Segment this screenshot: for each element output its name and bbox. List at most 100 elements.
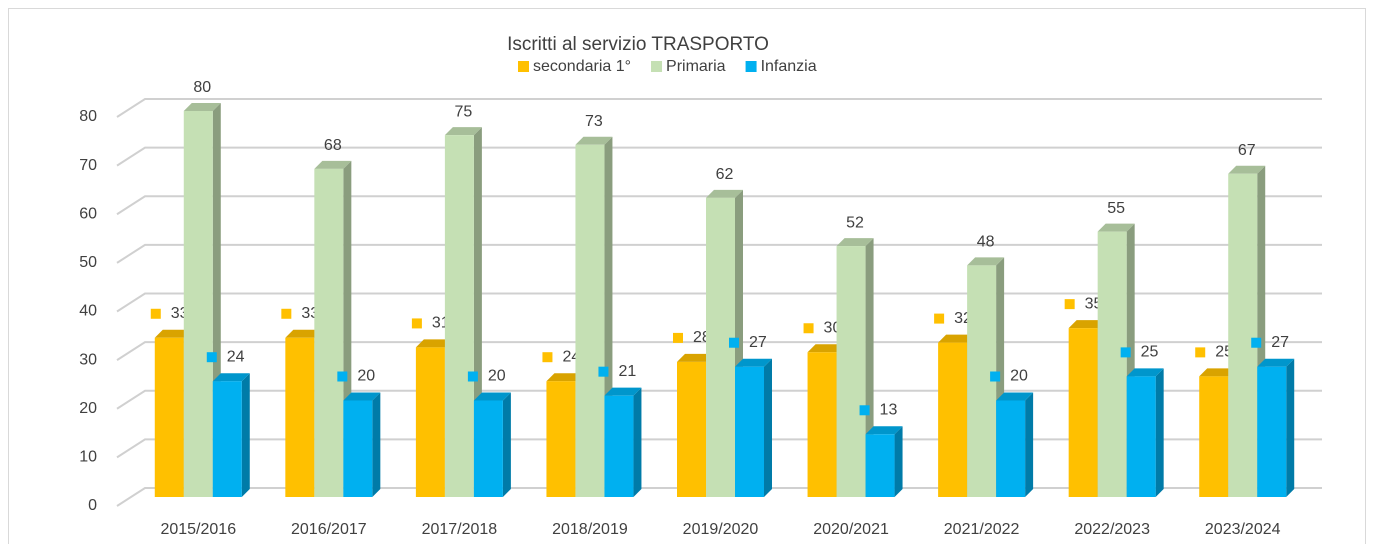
x-tick-label: 2016/2017 [291, 521, 367, 538]
bar-top [343, 392, 381, 401]
bar-top [967, 257, 1005, 266]
bar-side [502, 392, 511, 497]
bar [938, 342, 968, 497]
bar-top [546, 373, 584, 382]
bar-top [735, 358, 772, 367]
data-label: 24 [227, 348, 245, 365]
bar [735, 366, 764, 497]
x-tick-label: 2020/2021 [813, 521, 889, 538]
grid-line [116, 389, 1322, 410]
x-tick-label: 2018/2019 [552, 521, 628, 538]
bar [1126, 376, 1156, 497]
bar [1068, 328, 1098, 497]
bar [444, 135, 474, 497]
data-label: 75 [454, 103, 472, 120]
grid-line [116, 487, 1322, 507]
bar-side [372, 392, 381, 497]
data-label-marker [206, 352, 217, 363]
chart-title: Iscritti al servizio TRASPORTO [507, 34, 769, 55]
bar-top [212, 373, 250, 382]
data-label-marker [859, 405, 870, 416]
data-label-marker [337, 371, 348, 382]
bar-top [807, 344, 845, 353]
bar [807, 352, 837, 497]
y-tick-label: 10 [79, 449, 97, 466]
bar-top [154, 329, 192, 338]
data-label-marker [411, 318, 422, 329]
data-label: 27 [749, 334, 767, 351]
bar-side [1155, 368, 1164, 497]
data-label-marker [467, 371, 478, 382]
data-label: 67 [1238, 142, 1256, 159]
data-label-marker [542, 352, 553, 363]
data-label: 62 [716, 166, 734, 183]
y-tick-label: 40 [79, 303, 97, 320]
data-label-marker [803, 323, 814, 334]
bar [473, 400, 503, 497]
data-label: 27 [1271, 334, 1289, 351]
x-tick-label: 2021/2022 [944, 521, 1020, 538]
bar-top [314, 160, 352, 169]
data-label: 20 [357, 368, 375, 385]
y-tick-label: 0 [88, 497, 97, 514]
bar-top [706, 189, 743, 198]
bar [677, 361, 706, 497]
y-tick-label: 50 [79, 254, 97, 271]
legend-swatch [745, 61, 757, 72]
bar-side [241, 373, 250, 497]
bar [1097, 231, 1127, 497]
bar [996, 400, 1026, 497]
bar-top [604, 387, 642, 396]
bar-side [633, 387, 642, 497]
bar-top [836, 238, 874, 247]
legend-swatch [518, 61, 529, 72]
bar-top [1097, 223, 1135, 232]
bar [604, 395, 634, 497]
data-label-marker [673, 332, 683, 343]
bar [183, 111, 213, 497]
grid-line [116, 292, 1322, 313]
data-label-marker [1251, 337, 1262, 348]
x-tick-label: 2019/2020 [683, 521, 759, 538]
data-label-marker [729, 337, 739, 348]
grid-line [116, 195, 1322, 216]
x-tick-label: 2017/2018 [422, 521, 498, 538]
legend-label: Infanzia [761, 58, 817, 75]
y-tick-label: 20 [79, 400, 97, 417]
bar-top [1257, 358, 1295, 367]
bar-top [677, 353, 714, 362]
bar-top [444, 127, 482, 136]
x-tick-label: 2022/2023 [1074, 521, 1150, 538]
bar-top [415, 339, 453, 348]
legend-label: Primaria [666, 58, 726, 75]
y-tick-label: 80 [79, 108, 97, 125]
data-label: 21 [618, 363, 636, 380]
bar-top [1126, 368, 1164, 377]
bar [836, 246, 866, 497]
bar-top [473, 392, 511, 401]
bar-side [894, 426, 903, 497]
bar [575, 144, 605, 497]
data-label-marker [1195, 347, 1206, 358]
data-label-marker [934, 313, 945, 324]
data-label: 20 [488, 368, 506, 385]
bar [1228, 173, 1258, 497]
data-label: 25 [1141, 344, 1159, 361]
bar-top [575, 136, 613, 145]
data-label: 80 [193, 79, 211, 96]
data-label-marker [1064, 299, 1075, 310]
data-label-marker [1120, 347, 1131, 358]
data-label: 20 [1010, 368, 1028, 385]
data-label: 13 [880, 401, 898, 418]
bar-top [938, 334, 976, 343]
bar [314, 168, 344, 497]
bar [865, 434, 895, 497]
grid-line [116, 438, 1322, 459]
data-label: 68 [324, 137, 342, 154]
bar [285, 337, 315, 497]
bar [1257, 366, 1287, 497]
data-label-marker [281, 308, 292, 319]
bar [546, 381, 576, 497]
bar-top [1199, 368, 1237, 377]
bar-top [1228, 165, 1266, 174]
